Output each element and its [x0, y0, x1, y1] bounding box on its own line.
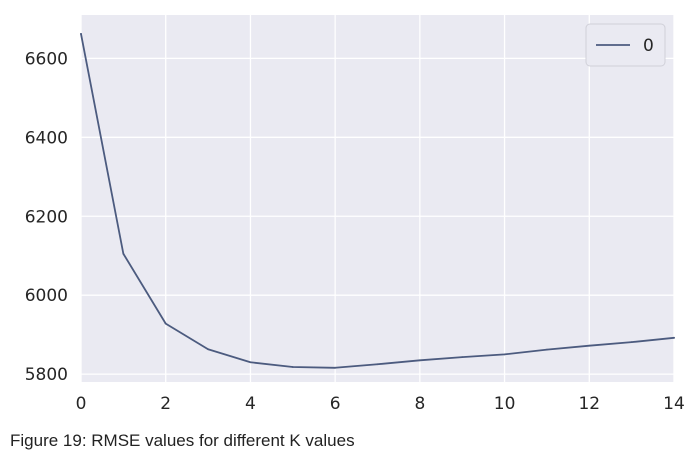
y-tick-label: 5800 [25, 365, 68, 385]
tick-labels: 0 2 4 6 8 10 12 14 5800 6000 6200 6400 6600 [25, 49, 685, 414]
data-point [291, 366, 294, 368]
x-tick-label: 12 [578, 394, 600, 414]
data-point [588, 344, 591, 347]
plot-area [81, 15, 674, 382]
y-tick-label: 6000 [25, 286, 68, 306]
data-point [122, 252, 125, 255]
data-point [80, 33, 82, 35]
x-tick-label: 2 [160, 394, 171, 414]
data-point [376, 363, 379, 366]
y-tick-label: 6200 [25, 207, 68, 227]
figure-caption: Figure 19: RMSE values for different K v… [10, 431, 355, 450]
x-tick-label: 6 [330, 394, 341, 414]
data-point [546, 348, 548, 351]
x-tick-label: 14 [663, 394, 685, 414]
y-tick-label: 6400 [25, 128, 68, 148]
legend: 0 [585, 23, 666, 67]
data-point [503, 353, 506, 356]
data-point [249, 361, 252, 364]
x-tick-label: 8 [414, 394, 425, 414]
legend-label: 0 [643, 36, 654, 56]
line-chart: 0 2 4 6 8 10 12 14 5800 6000 6200 6400 6600 0 [25, 15, 685, 414]
data-point [630, 341, 633, 344]
chart-svg: 0 2 4 6 8 10 12 14 5800 6000 6200 6400 6600 0 [25, 15, 685, 414]
x-tick-label: 0 [76, 394, 87, 414]
x-tick-label: 10 [494, 394, 516, 414]
y-tick-label: 6600 [25, 49, 68, 69]
data-point [334, 366, 337, 369]
data-point [418, 359, 421, 362]
series-layer [80, 33, 675, 369]
data-point [461, 356, 464, 359]
x-tick-label: 4 [245, 394, 256, 414]
data-point [673, 336, 675, 339]
data-point [164, 322, 167, 325]
data-point [207, 348, 209, 351]
grid-lines [80, 15, 675, 382]
